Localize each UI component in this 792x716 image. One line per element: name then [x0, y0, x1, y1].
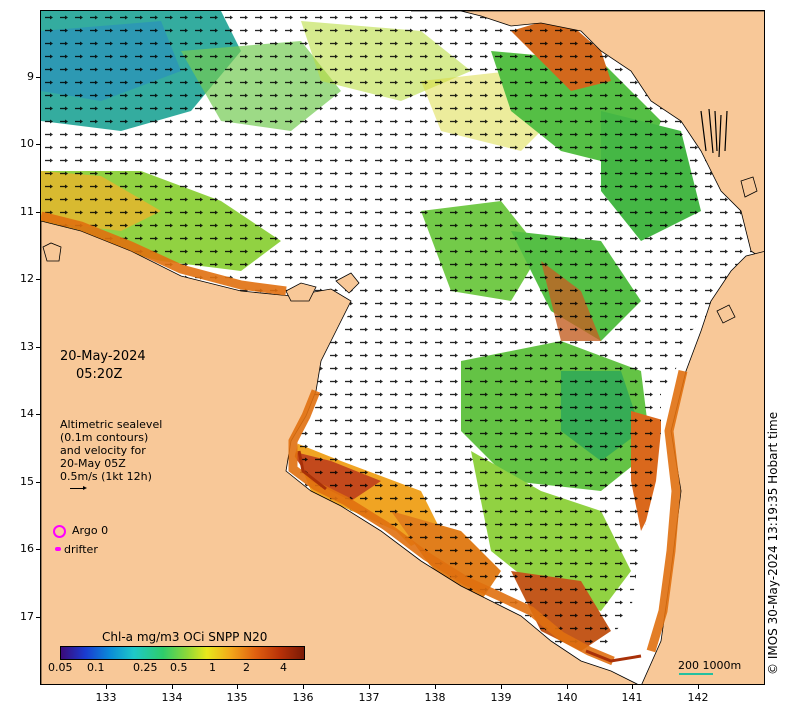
depth-scale-label: 200 1000m — [678, 659, 742, 672]
lon-tick — [501, 685, 502, 689]
lat-label: 13 — [20, 340, 34, 353]
lat-label: 9 — [27, 70, 34, 83]
drifter-marker-icon — [55, 547, 61, 551]
lon-tick — [435, 685, 436, 689]
credit-text: © IMOS 30-May-2024 13:19:35 Hobart time — [766, 411, 780, 675]
argo-label: Argo 0 — [72, 524, 109, 537]
lat-label: 15 — [20, 475, 34, 488]
lon-label: 142 — [687, 691, 709, 704]
lon-label: 141 — [621, 691, 643, 704]
drifter-label: drifter — [64, 543, 98, 556]
lon-tick — [237, 685, 238, 689]
land-layer — [41, 11, 764, 684]
lon-label: 134 — [161, 691, 183, 704]
lon-label: 138 — [424, 691, 446, 704]
lon-label: 140 — [556, 691, 578, 704]
lat-tick — [36, 549, 40, 550]
colorbar-tick: 0.5 — [170, 661, 188, 674]
colorbar-tick: 0.25 — [133, 661, 158, 674]
altimetry-legend: Altimetric sealevel (0.1m contours) and … — [60, 418, 200, 483]
lat-tick — [36, 77, 40, 78]
lat-label: 17 — [20, 610, 34, 623]
lon-label: 137 — [358, 691, 380, 704]
drifter-tracks — [700, 108, 728, 158]
date-label: 20-May-2024 — [60, 349, 146, 364]
colorbar — [60, 646, 305, 660]
lat-tick — [36, 482, 40, 483]
lon-tick — [567, 685, 568, 689]
lat-label: 14 — [20, 407, 34, 420]
altimetry-line: 0.5m/s (1kt 12h) — [60, 470, 152, 483]
map-frame — [40, 10, 765, 685]
lon-tick — [303, 685, 304, 689]
colorbar-tick: 0.1 — [87, 661, 105, 674]
coastal-band — [41, 211, 688, 666]
lon-tick — [106, 685, 107, 689]
colorbar-tick: 0.05 — [48, 661, 73, 674]
lat-label: 12 — [20, 272, 34, 285]
colorbar-tick: 2 — [243, 661, 250, 674]
lon-label: 136 — [292, 691, 314, 704]
lon-label: 135 — [226, 691, 248, 704]
time-label: 05:20Z — [76, 367, 123, 382]
altimetry-line: (0.1m contours) — [60, 431, 149, 444]
lat-label: 10 — [20, 137, 34, 150]
velocity-scale-arrow-icon — [70, 486, 87, 490]
depth-scale-bar — [679, 673, 713, 675]
lon-label: 133 — [95, 691, 117, 704]
argo-marker-icon — [53, 525, 66, 538]
colorbar-tick: 1 — [209, 661, 216, 674]
altimetry-line: and velocity for — [60, 444, 146, 457]
lat-tick — [36, 347, 40, 348]
lat-tick — [36, 414, 40, 415]
colorbar-title: Chl-a mg/m3 OCi SNPP N20 — [102, 630, 268, 644]
lon-label: 139 — [490, 691, 512, 704]
lat-label: 16 — [20, 542, 34, 555]
chlorophyll-map — [41, 11, 764, 684]
lat-tick — [36, 279, 40, 280]
altimetry-line: Altimetric sealevel — [60, 418, 163, 431]
colorbar-tick: 4 — [280, 661, 287, 674]
lon-tick — [632, 685, 633, 689]
lon-tick — [369, 685, 370, 689]
lat-label: 11 — [20, 205, 34, 218]
lon-tick — [698, 685, 699, 689]
coastal-band-inner — [297, 450, 642, 663]
lat-tick — [36, 144, 40, 145]
lon-tick — [172, 685, 173, 689]
altimetry-line: 20-May 05Z — [60, 457, 126, 470]
lat-tick — [36, 617, 40, 618]
lat-tick — [36, 212, 40, 213]
